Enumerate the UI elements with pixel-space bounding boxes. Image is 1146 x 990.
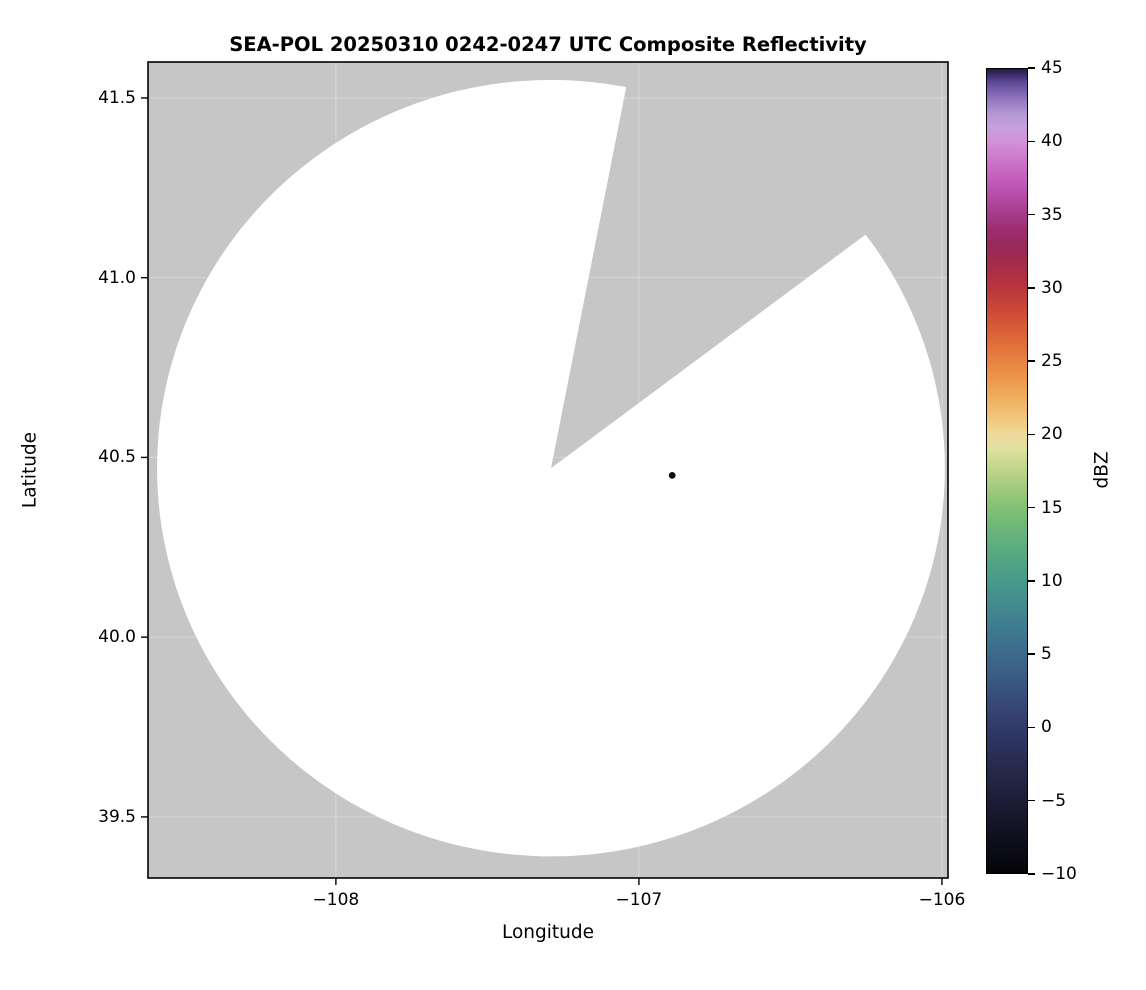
colorbar-tick-label: 40 [1041,131,1063,152]
colorbar-tick-label: 5 [1041,644,1052,665]
colorbar-tick-label: 15 [1041,497,1063,518]
colorbar-tick-mark [1028,799,1035,802]
colorbar-tick-label: −10 [1041,864,1077,884]
colorbar-tick-mark [1028,67,1035,69]
x-tick-label: −107 [615,890,663,910]
colorbar-tick-mark [1028,580,1035,582]
colorbar-tick-label: 35 [1041,204,1063,225]
colorbar-tick-label: 10 [1041,570,1063,591]
chart-title: SEA-POL 20250310 0242-0247 UTC Composite… [229,33,867,56]
colorbar [986,68,1028,874]
x-tick-label: −106 [918,890,966,910]
colorbar-tick-mark [1028,653,1035,655]
radar-coverage-area [157,79,945,857]
colorbar-tick-mark [1028,360,1035,362]
y-tick-label: 39.5 [98,806,136,827]
y-axis-label: Latitude [19,431,41,509]
colorbar-tick-mark [1028,873,1035,875]
colorbar-tick-label: 20 [1041,424,1063,445]
colorbar-tick-label: 45 [1041,58,1063,78]
colorbar-tick-label: 25 [1041,351,1063,372]
y-tick-label: 41.0 [98,267,136,288]
colorbar-tick-mark [1028,213,1035,216]
colorbar-tick-mark [1028,726,1035,729]
y-tick-label: 41.5 [98,87,136,108]
x-tick-label: −108 [312,890,360,910]
y-tick-label: 40.5 [98,447,136,468]
colorbar-tick-label: −5 [1041,790,1067,811]
y-tick-label: 40.0 [98,627,136,648]
axis-tick-marks [141,97,943,885]
x-axis-label: Longitude [501,922,594,943]
colorbar-tick-mark [1028,433,1035,436]
colorbar-tick-label: 0 [1041,717,1052,738]
colorbar-tick-mark [1028,506,1035,509]
colorbar-tick-label: 30 [1041,277,1063,298]
plot-frame [147,61,949,879]
colorbar-tick-mark [1028,140,1035,143]
radar-echo-dot [668,472,676,479]
colorbar-label: dBZ [1091,451,1113,489]
colorbar-tick-mark [1028,287,1035,289]
